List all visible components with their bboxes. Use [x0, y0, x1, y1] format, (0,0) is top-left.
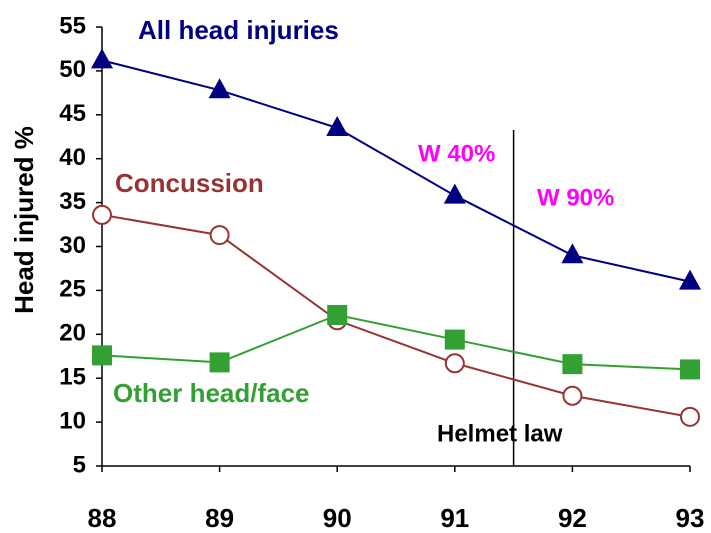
y-tick-label: 50 [59, 56, 86, 83]
marker [444, 353, 465, 374]
marker [208, 78, 231, 99]
y-tick-label: 45 [59, 100, 86, 127]
marker [562, 354, 583, 375]
y-tick-label: 15 [59, 364, 86, 391]
marker [443, 183, 466, 204]
marker [326, 115, 349, 136]
y-tick-label: 25 [59, 276, 86, 303]
series-label: All head injuries [138, 15, 339, 45]
x-tick-label: 88 [88, 503, 117, 533]
series-label: Other head/face [113, 378, 310, 408]
marker [209, 352, 230, 373]
marker [91, 48, 113, 69]
x-tick-label: 89 [205, 503, 234, 533]
x-tick-label: 90 [323, 503, 352, 533]
marker [679, 269, 701, 290]
marker [444, 329, 465, 350]
x-tick-label: 91 [440, 503, 469, 533]
y-tick-label: 30 [59, 232, 86, 259]
y-tick-label: 55 [59, 12, 86, 39]
y-tick-label: 35 [59, 188, 86, 215]
series-label: Concussion [115, 168, 264, 198]
y-tick-label: 5 [73, 451, 86, 478]
series-line [101, 313, 691, 371]
marker [680, 406, 700, 427]
series-line [101, 213, 691, 418]
marker [562, 385, 583, 406]
marker [680, 359, 700, 380]
y-tick-label: 20 [59, 320, 86, 347]
annotation: W 90% [537, 184, 614, 211]
x-tick-label: 92 [558, 503, 587, 533]
annotation: W 40% [418, 140, 495, 167]
y-axis-label: Head injured % [9, 126, 39, 314]
marker [327, 304, 348, 325]
series-line [101, 59, 691, 283]
marker [92, 204, 112, 225]
marker [209, 225, 230, 246]
x-tick-label: 93 [676, 503, 705, 533]
y-tick-label: 10 [59, 407, 86, 434]
marker [561, 243, 584, 264]
marker [92, 345, 112, 366]
helmet-law-label: Helmet law [437, 420, 563, 447]
y-tick-label: 40 [59, 144, 86, 171]
